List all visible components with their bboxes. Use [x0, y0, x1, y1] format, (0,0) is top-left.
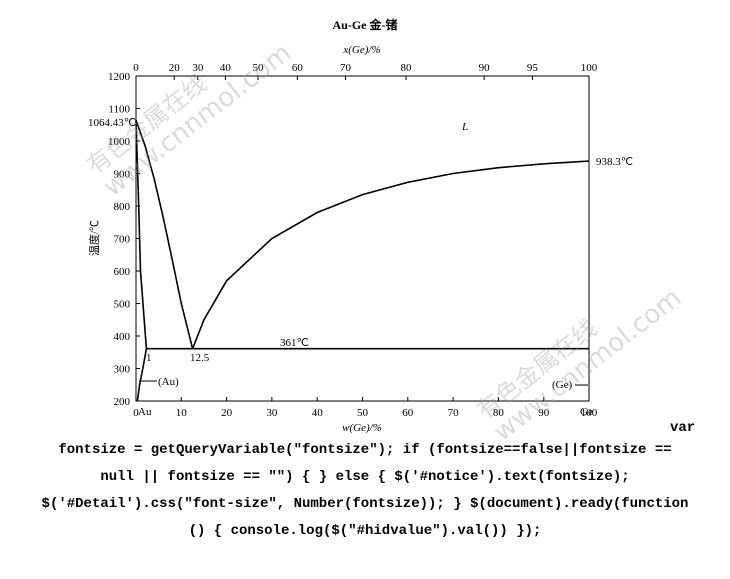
x2-tick-label: 50	[253, 62, 265, 74]
x-tick-label: 30	[266, 407, 278, 419]
annotation: (Au)	[158, 376, 179, 388]
annotation: 12.5	[190, 352, 210, 364]
annotation: Ge	[580, 406, 593, 418]
x-tick-label: 90	[538, 407, 550, 419]
code-line: $('#Detail').css("font-size", Number(fon…	[41, 496, 689, 512]
x-tick-label: 100	[581, 407, 598, 419]
annotation: 361℃	[280, 337, 309, 349]
x-tick-label: 70	[448, 407, 460, 419]
x-tick-label: 80	[493, 407, 505, 419]
phase-curve	[135, 119, 194, 349]
x-axis-label: w(Ge)/%	[342, 422, 382, 434]
x2-axis-label: x(Ge)/%	[342, 44, 380, 56]
y-tick-label: 1000	[108, 136, 131, 148]
annotation: (Ge)	[552, 379, 572, 391]
y-tick-label: 400	[114, 331, 131, 343]
y-tick-label: 900	[114, 169, 131, 181]
x-tick-label: 60	[402, 407, 414, 419]
x2-tick-label: 30	[192, 62, 204, 74]
x-tick-label: 40	[312, 407, 324, 419]
phase-curve	[136, 348, 148, 402]
code-line: var	[670, 420, 696, 436]
x2-tick-label: 0	[133, 62, 139, 74]
x-tick-label: 0	[133, 407, 139, 419]
x-tick-label: 20	[221, 407, 233, 419]
annotation: L	[461, 121, 468, 133]
annotation: 1	[146, 352, 152, 364]
y-tick-label: 500	[114, 299, 131, 311]
y-tick-label: 1100	[108, 104, 130, 116]
y-tick-label: 800	[114, 201, 131, 213]
x-tick-label: 50	[357, 407, 369, 419]
phase-curve	[135, 120, 148, 349]
y-tick-label: 1200	[108, 71, 131, 83]
code-line: fontsize = getQueryVariable("fontsize");…	[58, 442, 672, 458]
annotation: 1064.43℃	[88, 117, 136, 129]
phase-curve	[191, 160, 590, 349]
x2-tick-label: 70	[340, 62, 352, 74]
x2-tick-label: 90	[479, 62, 491, 74]
y-axis-label: 温度/℃	[87, 220, 101, 256]
chart: Au-Ge 金-锗 x(Ge)/% w(Ge)/% 温度/℃ 200300400…	[81, 17, 687, 440]
annotation: 938.3℃	[596, 156, 633, 168]
x2-tick-label: 40	[220, 62, 232, 74]
code-line: null || fontsize == "") { } else { $('#n…	[100, 469, 630, 485]
x2-tick-label: 20	[169, 62, 181, 74]
chart-title: Au-Ge 金-锗	[333, 17, 398, 32]
y-tick-label: 600	[114, 266, 131, 278]
x2-tick-label: 60	[292, 62, 304, 74]
x2-tick-label: 80	[400, 62, 412, 74]
x2-tick-label: 100	[581, 62, 598, 74]
x-tick-label: 10	[176, 407, 188, 419]
annotation: Au	[138, 406, 152, 418]
x2-tick-label: 95	[527, 62, 539, 74]
y-tick-label: 700	[114, 234, 131, 246]
code-line: () { console.log($("#hidvalue").val()) }…	[188, 523, 542, 539]
y-tick-label: 300	[114, 364, 131, 376]
y-tick-label: 200	[114, 396, 131, 408]
